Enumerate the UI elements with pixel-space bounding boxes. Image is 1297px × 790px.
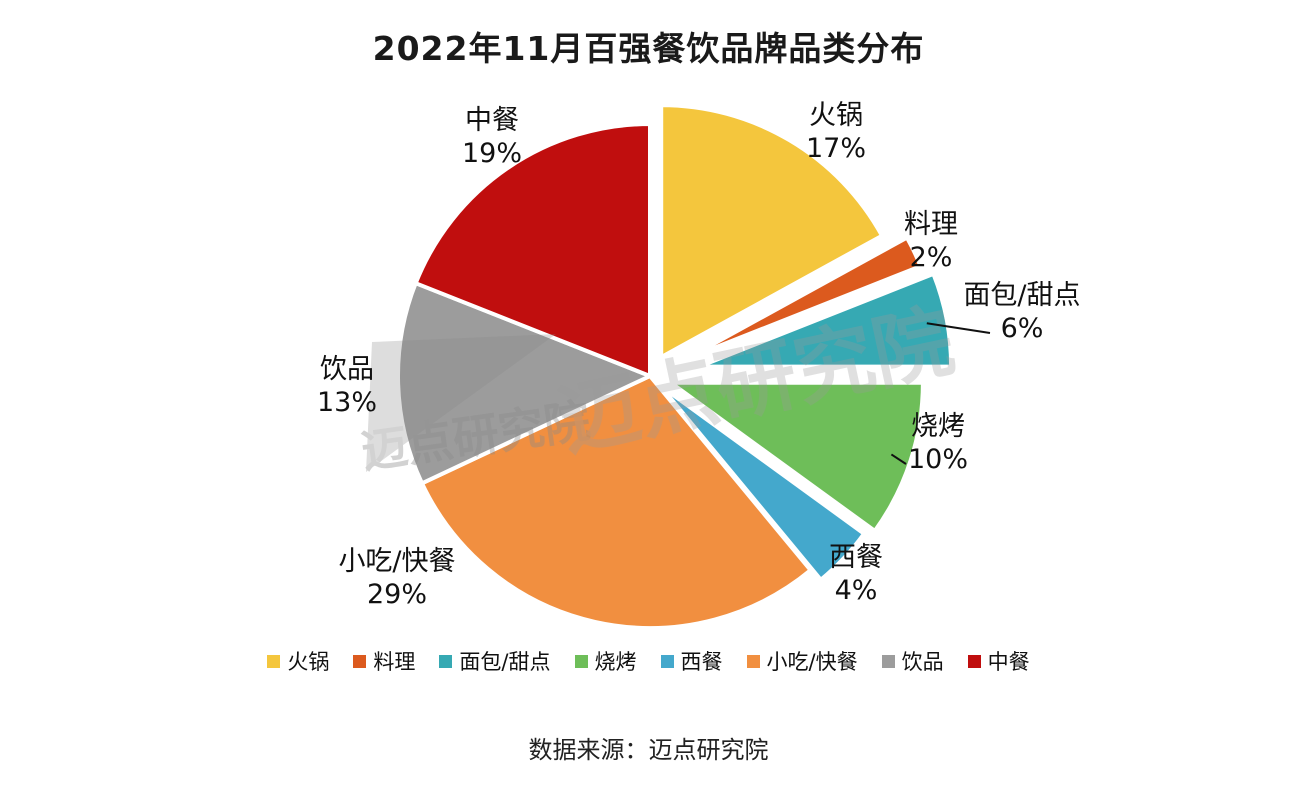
slice-label-7: 中餐 19% xyxy=(462,105,522,169)
legend-item-3: 烧烤 xyxy=(574,646,637,676)
chart-title: 2022年11月百强餐饮品牌品类分布 xyxy=(372,29,925,68)
legend-label: 料理 xyxy=(373,650,416,674)
legend-item-0: 火锅 xyxy=(267,646,329,676)
legend-swatch-icon xyxy=(746,654,760,668)
slice-label-5: 小吃/快餐 29% xyxy=(338,546,455,610)
legend-label: 中餐 xyxy=(987,650,1030,674)
legend-label: 烧烤 xyxy=(594,650,637,674)
pie-labels-layer: 火锅 17% 料理 2%面包/甜点 6% 烧烤 10% 西餐 4% 小吃/快餐 29% 饮品 13% 中餐… xyxy=(317,100,1081,610)
pie-slice-6 xyxy=(396,281,652,486)
pie-slice-2 xyxy=(697,271,954,369)
legend-label: 小吃/快餐 xyxy=(766,650,858,674)
pie-slice-1 xyxy=(684,235,923,361)
legend-label: 面包/甜点 xyxy=(459,650,551,674)
pie-slice-7 xyxy=(413,122,652,378)
slice-label-1: 料理 2% xyxy=(904,209,958,273)
leader-line-2 xyxy=(926,322,991,334)
pie-slice-0 xyxy=(659,103,884,360)
slice-label-6: 饮品 13% xyxy=(317,354,377,418)
legend-item-1: 料理 xyxy=(353,646,415,676)
data-source-note: 数据来源：迈点研究院 xyxy=(528,736,769,764)
slice-label-0: 火锅 17% xyxy=(806,100,866,164)
legend-swatch-icon xyxy=(881,654,895,668)
pie-slices-layer xyxy=(396,103,954,630)
legend-item-6: 饮品 xyxy=(881,646,944,676)
slice-label-4: 西餐 4% xyxy=(829,542,883,606)
legend-swatch-icon xyxy=(574,654,588,668)
slice-label-3: 烧烤 10% xyxy=(908,411,968,475)
legend-item-5: 小吃/快餐 xyxy=(746,646,858,676)
legend-item-7: 中餐 xyxy=(967,646,1030,676)
leader-line-3 xyxy=(890,453,907,465)
slice-label-2: 面包/甜点 6% xyxy=(963,280,1080,344)
chart-legend: 火锅 料理 面包/甜点 烧烤 西餐 小吃/快餐 饮品 中餐 xyxy=(0,646,1297,676)
legend-label: 火锅 xyxy=(287,650,330,674)
legend-item-4: 西餐 xyxy=(660,646,723,676)
legend-item-2: 面包/甜点 xyxy=(439,646,551,676)
pie-slice-3 xyxy=(668,380,925,533)
legend-label: 饮品 xyxy=(901,650,944,674)
legend-swatch-icon xyxy=(660,654,674,668)
legend-swatch-icon xyxy=(439,654,453,668)
legend-swatch-icon xyxy=(967,654,981,668)
watermark-logo-icon xyxy=(366,334,556,472)
legend-swatch-icon xyxy=(353,654,367,668)
legend-label: 西餐 xyxy=(680,650,723,674)
pie-slice-4 xyxy=(658,383,867,582)
legend-swatch-icon xyxy=(267,654,281,668)
